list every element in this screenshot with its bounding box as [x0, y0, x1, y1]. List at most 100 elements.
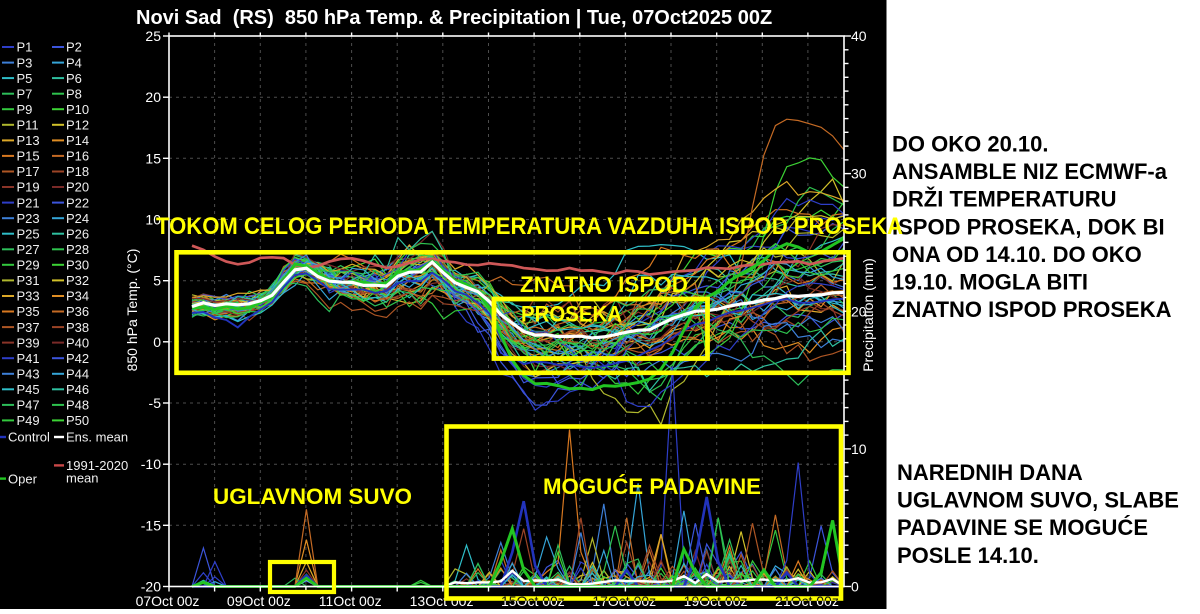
svg-text:P9: P9 [17, 102, 33, 117]
svg-text:19.10. MOGLA BITI: 19.10. MOGLA BITI [892, 270, 1088, 295]
svg-text:15: 15 [145, 150, 161, 166]
svg-text:30: 30 [851, 166, 867, 182]
svg-text:5: 5 [153, 273, 161, 289]
svg-text:P35: P35 [17, 304, 40, 319]
svg-text:P16: P16 [66, 149, 89, 164]
svg-text:P42: P42 [66, 351, 89, 366]
svg-text:P43: P43 [17, 367, 40, 382]
svg-text:P38: P38 [66, 320, 89, 335]
svg-text:P15: P15 [17, 149, 40, 164]
svg-text:TOKOM CELOG PERIODA TEMPERATUR: TOKOM CELOG PERIODA TEMPERATURA VAZDUHA … [156, 213, 903, 240]
svg-text:P22: P22 [66, 195, 89, 210]
svg-text:-5: -5 [149, 395, 162, 411]
svg-text:-10: -10 [141, 456, 161, 472]
svg-text:Ens. mean: Ens. mean [66, 430, 128, 445]
svg-text:17Oct 00z: 17Oct 00z [592, 593, 656, 609]
svg-text:P1: P1 [17, 40, 33, 55]
svg-text:mean: mean [66, 471, 99, 486]
svg-text:MOGUĆE PADAVINE: MOGUĆE PADAVINE [543, 474, 761, 499]
svg-text:P30: P30 [66, 258, 89, 273]
svg-text:19Oct 00z: 19Oct 00z [684, 593, 748, 609]
svg-text:11Oct 00z: 11Oct 00z [319, 593, 382, 609]
svg-text:09Oct 00z: 09Oct 00z [227, 593, 291, 609]
svg-text:ONA OD 14.10. DO OKO: ONA OD 14.10. DO OKO [892, 242, 1142, 267]
svg-text:P40: P40 [66, 335, 89, 350]
svg-text:NAREDNIH DANA: NAREDNIH DANA [897, 460, 1083, 485]
svg-text:P23: P23 [17, 211, 40, 226]
svg-text:P27: P27 [17, 242, 40, 257]
svg-text:P47: P47 [17, 398, 40, 413]
svg-text:P49: P49 [17, 413, 40, 428]
svg-text:P44: P44 [66, 367, 89, 382]
svg-text:0: 0 [851, 579, 859, 595]
svg-text:POSLE 14.10.: POSLE 14.10. [897, 543, 1039, 568]
svg-text:-20: -20 [141, 579, 161, 595]
svg-text:-15: -15 [141, 517, 161, 533]
svg-text:P45: P45 [17, 382, 40, 397]
svg-text:ISPOD PROSEKA, DOK BI: ISPOD PROSEKA, DOK BI [892, 214, 1165, 239]
svg-text:850 hPa Temp. (°C): 850 hPa Temp. (°C) [124, 249, 140, 372]
svg-text:P24: P24 [66, 211, 89, 226]
svg-text:P12: P12 [66, 118, 89, 133]
svg-text:P4: P4 [66, 55, 82, 70]
svg-text:P11: P11 [17, 118, 39, 133]
svg-text:13Oct 00z: 13Oct 00z [410, 593, 474, 609]
svg-text:ZNATNO ISPOD: ZNATNO ISPOD [520, 272, 688, 297]
svg-text:20: 20 [145, 89, 161, 105]
svg-text:1991-2020: 1991-2020 [66, 458, 128, 473]
svg-text:P20: P20 [66, 180, 89, 195]
svg-text:P13: P13 [17, 133, 40, 148]
svg-text:P10: P10 [66, 102, 89, 117]
svg-text:P28: P28 [66, 242, 89, 257]
svg-text:20: 20 [851, 303, 867, 319]
svg-text:Oper: Oper [8, 471, 38, 486]
svg-text:P34: P34 [66, 289, 89, 304]
svg-text:ZNATNO ISPOD PROSEKA: ZNATNO ISPOD PROSEKA [892, 297, 1172, 322]
svg-text:P18: P18 [66, 164, 89, 179]
svg-text:ANSAMBLE NIZ ECMWF-a: ANSAMBLE NIZ ECMWF-a [892, 159, 1168, 184]
svg-text:15Oct 00z: 15Oct 00z [501, 593, 565, 609]
svg-text:21Oct 00z: 21Oct 00z [775, 593, 839, 609]
svg-text:P39: P39 [17, 335, 40, 350]
svg-text:P2: P2 [66, 40, 82, 55]
svg-text:P48: P48 [66, 398, 89, 413]
svg-text:UGLAVNOM SUVO: UGLAVNOM SUVO [213, 484, 412, 509]
svg-text:P46: P46 [66, 382, 89, 397]
svg-text:DO OKO 20.10.: DO OKO 20.10. [892, 132, 1049, 157]
svg-text:P17: P17 [17, 164, 40, 179]
svg-text:07Oct 00z: 07Oct 00z [136, 593, 200, 609]
svg-text:P29: P29 [17, 258, 40, 273]
svg-text:Precipitation (mm): Precipitation (mm) [860, 258, 876, 372]
svg-text:19Oct 00z: 19Oct 00z [684, 593, 748, 609]
svg-text:P36: P36 [66, 304, 89, 319]
svg-text:40: 40 [851, 28, 867, 44]
svg-text:P50: P50 [66, 413, 89, 428]
svg-text:P37: P37 [17, 320, 40, 335]
svg-text:P32: P32 [66, 273, 89, 288]
svg-text:P41: P41 [17, 351, 40, 366]
svg-text:P33: P33 [17, 289, 40, 304]
svg-text:25: 25 [145, 28, 161, 44]
svg-text:P31: P31 [17, 273, 40, 288]
svg-text:21Oct 00z: 21Oct 00z [775, 593, 839, 609]
svg-text:0: 0 [153, 334, 161, 350]
svg-text:P14: P14 [66, 133, 89, 148]
svg-text:P8: P8 [66, 86, 82, 101]
svg-text:17Oct 00z: 17Oct 00z [592, 593, 656, 609]
svg-text:10: 10 [145, 212, 161, 228]
svg-text:15Oct 00z: 15Oct 00z [501, 593, 565, 609]
svg-text:P5: P5 [17, 71, 33, 86]
svg-text:UGLAVNOM SUVO, SLABE: UGLAVNOM SUVO, SLABE [897, 488, 1179, 513]
svg-text:P21: P21 [17, 195, 40, 210]
svg-text:PADAVINE SE MOGUĆE: PADAVINE SE MOGUĆE [897, 515, 1148, 540]
svg-text:P6: P6 [66, 71, 82, 86]
svg-text:P7: P7 [17, 86, 33, 101]
svg-text:P26: P26 [66, 226, 89, 241]
svg-text:10: 10 [851, 441, 867, 457]
svg-text:P25: P25 [17, 226, 40, 241]
svg-text:Novi Sad (RS) 850 hPa Temp.: Novi Sad (RS) 850 hPa Temp. & Precipitat… [136, 7, 772, 29]
svg-text:P19: P19 [17, 180, 40, 195]
svg-text:P3: P3 [17, 55, 33, 70]
svg-text:DRŽI TEMPERATURU: DRŽI TEMPERATURU [892, 187, 1116, 212]
svg-text:Control: Control [8, 430, 50, 445]
